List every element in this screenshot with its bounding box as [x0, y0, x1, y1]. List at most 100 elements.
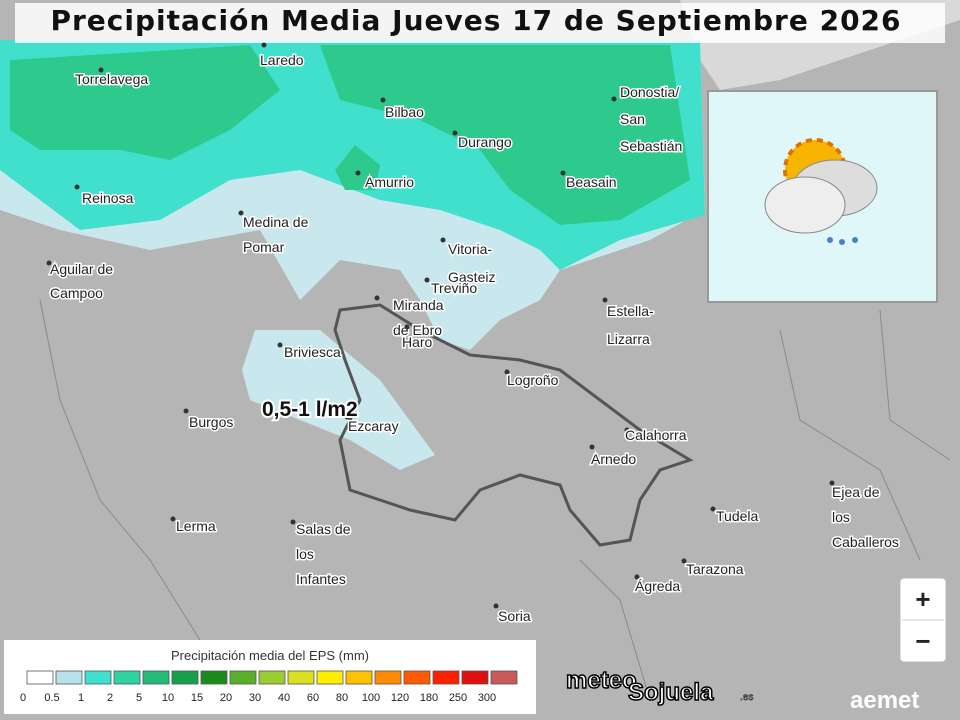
city-dot	[634, 574, 640, 580]
city-label: Aguilar de	[50, 261, 113, 277]
legend-tick: 300	[478, 692, 496, 704]
city-dot	[261, 42, 267, 48]
city-dot	[374, 295, 380, 301]
city-dot	[355, 170, 361, 176]
city-label: San	[620, 111, 645, 127]
rain-area	[320, 45, 690, 225]
legend-swatch	[432, 670, 460, 685]
city-label: Ágreda	[635, 578, 680, 594]
city-dot	[493, 603, 499, 609]
city-dot	[624, 427, 630, 433]
zoom-control: + −	[899, 577, 947, 663]
legend-swatch	[490, 670, 518, 685]
legend-tick: 0.5	[44, 692, 59, 704]
city-dot	[290, 519, 296, 525]
legend-tick: 30	[249, 692, 261, 704]
city-label: Logroño	[507, 372, 559, 388]
legend-tick: 60	[307, 692, 319, 704]
city-label: Ezcaray	[348, 418, 399, 434]
legend-tick: 5	[136, 692, 142, 704]
city-label: Gasteiz	[448, 269, 495, 285]
brand-sojuela: Sojuela	[628, 679, 714, 706]
city-dot	[602, 297, 608, 303]
legend-tick: 120	[391, 692, 409, 704]
city-label: Pomar	[243, 239, 285, 255]
city-dot	[424, 277, 430, 283]
zoom-in[interactable]: +	[915, 584, 930, 614]
city-label: Amurrio	[365, 174, 414, 190]
city-label: Soria	[498, 608, 531, 624]
city-label: Tudela	[716, 508, 759, 524]
city-labels: Torrelavega Laredo Bilbao Donostia/San Sebas…	[46, 42, 900, 626]
legend-swatch	[345, 670, 373, 685]
city-label: Burgos	[189, 414, 233, 430]
legend-swatch	[26, 670, 54, 685]
legend-swatch	[142, 670, 170, 685]
rain-drops	[827, 237, 858, 245]
legend-tick: 1	[78, 692, 84, 704]
legend-swatch	[171, 670, 199, 685]
city-label: Beasain	[566, 174, 617, 190]
legend-swatch	[113, 670, 141, 685]
city-dot	[681, 558, 687, 564]
legend-swatch	[403, 670, 431, 685]
city-label: Vitoria-	[448, 241, 492, 257]
legend-tick: 0	[20, 692, 26, 704]
city-dot	[404, 324, 410, 330]
city-dot	[504, 369, 510, 375]
city-dot	[452, 130, 458, 136]
cloud	[764, 176, 846, 234]
city-label: Medina de	[243, 214, 309, 230]
city-dot	[74, 184, 80, 190]
city-dot	[440, 237, 446, 243]
legend-tick: 250	[449, 692, 467, 704]
city-label: Treviño	[431, 280, 477, 296]
legend-tick: 80	[336, 692, 348, 704]
province-borders	[39, 299, 951, 701]
city-label: los	[832, 509, 850, 525]
title: Precipitación Media Jueves 17 de Septiem…	[50, 4, 901, 37]
city-dot	[829, 480, 835, 486]
city-dot	[46, 260, 52, 266]
city-label: Salas de	[296, 521, 351, 537]
zoom-out[interactable]: −	[915, 626, 930, 656]
legend-swatch	[316, 670, 344, 685]
city-label: Arnedo	[591, 451, 636, 467]
branding: meteo Sojuela .es aemet	[565, 666, 919, 714]
legend: Precipitación media del EPS (mm) 0 0.5 1 2 5…	[4, 640, 536, 714]
city-label: Haro	[402, 334, 433, 350]
legend-swatch	[461, 670, 489, 685]
city-label: Reinosa	[82, 190, 134, 206]
brand-domain: .es	[740, 692, 753, 703]
city-dot	[380, 97, 386, 103]
city-dot	[98, 67, 104, 73]
rain-area	[335, 145, 380, 190]
city-label: Donostia/	[620, 84, 679, 100]
city-dot	[170, 516, 176, 522]
city-label: Sebastián	[620, 138, 682, 154]
region-border	[333, 303, 694, 547]
rain-area	[10, 45, 280, 160]
city-label: Infantes	[296, 571, 346, 587]
city-label: Torrelavega	[75, 71, 148, 87]
legend-swatch	[287, 670, 315, 685]
legend-swatch	[200, 670, 228, 685]
title-band	[15, 3, 945, 43]
legend-tick: 100	[362, 692, 380, 704]
weather-icon	[707, 90, 938, 303]
city-label: Miranda	[393, 297, 444, 313]
brand-meteo: meteo	[566, 667, 637, 694]
city-label: Briviesca	[284, 344, 341, 360]
legend-tick: 20	[220, 692, 232, 704]
legend-tick: 40	[278, 692, 290, 704]
city-label: Lerma	[176, 518, 216, 534]
legend-tick: 10	[162, 692, 174, 704]
city-label: Estella-	[607, 303, 654, 319]
legend-swatch	[84, 670, 112, 685]
city-label: Durango	[458, 134, 512, 150]
city-label: Campoo	[50, 285, 103, 301]
city-label: Lizarra	[607, 331, 650, 347]
city-dot	[710, 506, 716, 512]
city-label: los	[296, 546, 314, 562]
